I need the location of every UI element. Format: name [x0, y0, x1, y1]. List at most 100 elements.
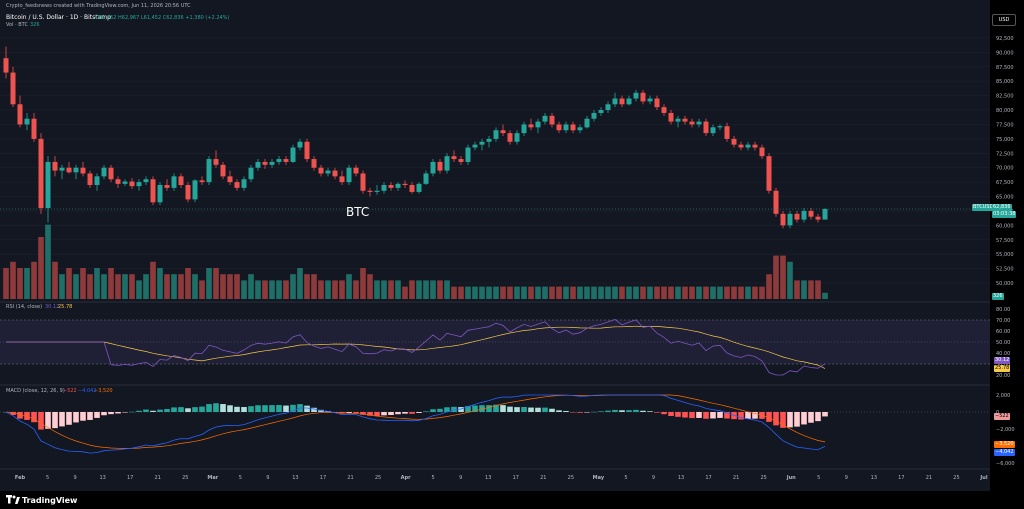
date-tick-label: 9: [73, 475, 76, 481]
candle-body: [591, 112, 597, 119]
macd-hist-bar: [465, 406, 471, 412]
volume-bar: [227, 274, 233, 299]
symbol-title[interactable]: Bitcoin / U.S. Dollar · 1D · Bitstamp: [6, 14, 111, 21]
date-tick-label: Mar: [207, 475, 218, 481]
volume-bar: [353, 280, 359, 299]
candle-body: [346, 167, 352, 183]
candle-body: [472, 144, 478, 148]
rsi-label[interactable]: RSI (14, close): [6, 304, 43, 310]
volume-bar: [199, 280, 205, 299]
macd-hist-bar: [395, 412, 401, 415]
candle-body: [458, 159, 464, 162]
volume-bar: [248, 274, 254, 299]
candle-body: [409, 185, 415, 192]
macd-label[interactable]: MACD (close, 12, 26, 9): [6, 388, 65, 394]
volume-label[interactable]: Vol · BTC: [6, 22, 28, 28]
chart-background: [0, 0, 990, 491]
macd-hist-bar: [66, 412, 72, 425]
macd-hist-bar: [647, 411, 653, 412]
candle-body: [213, 159, 219, 165]
candle-body: [451, 156, 457, 160]
volume-bar: [395, 280, 401, 299]
rsi-tick-label: 20.00: [996, 373, 1010, 379]
volume-bar: [787, 261, 793, 299]
candle-body: [199, 180, 205, 183]
date-tick-label: 25: [375, 475, 381, 481]
volume-bar: [535, 286, 541, 299]
candle-body: [745, 144, 751, 148]
candle-body: [423, 173, 429, 184]
macd-hist-bar: [738, 412, 744, 420]
macd-hist-bar: [374, 412, 380, 416]
candle-body: [675, 118, 681, 122]
tradingview-logo-icon[interactable]: [6, 495, 20, 504]
price-tick-label: 75,000: [996, 137, 1014, 143]
volume-bar: [185, 268, 191, 299]
volume-bar: [220, 274, 226, 299]
footer-brand[interactable]: TradingView: [22, 496, 78, 505]
macd-hist-bar: [745, 412, 751, 420]
candle-body: [682, 118, 688, 122]
date-tick-label: 13: [678, 475, 684, 481]
footer-bar: [0, 491, 1024, 509]
macd-hist-bar: [213, 403, 219, 412]
volume-bar: [724, 286, 730, 299]
macd-hist-bar: [381, 412, 387, 416]
volume-bar: [66, 268, 72, 299]
volume-bar: [549, 286, 555, 299]
volume-bar: [10, 261, 16, 299]
volume-bar: [339, 280, 345, 299]
volume-bar: [661, 286, 667, 299]
volume-bar: [360, 268, 366, 299]
macd-hist-bar: [402, 412, 408, 414]
volume-bar: [402, 286, 408, 299]
macd-hist-bar: [388, 412, 394, 416]
candles: [0, 46, 990, 229]
date-tick-label: 5: [46, 475, 49, 481]
candle-body: [311, 159, 317, 168]
macd-hist-legend: −522: [63, 388, 77, 394]
candle-body: [570, 124, 576, 131]
macd-tick-label: −6,000: [996, 461, 1015, 467]
macd-hist-bar: [416, 412, 422, 413]
date-tick-label: Jun: [786, 475, 796, 481]
volume-bar: [108, 268, 114, 299]
volume-bar: [766, 274, 772, 299]
currency-button[interactable]: USD: [992, 14, 1016, 26]
candle-body: [101, 167, 107, 177]
volume-bar: [717, 286, 723, 299]
macd-signal-badge: −3,520: [994, 441, 1015, 448]
volume-bar: [612, 286, 618, 299]
candle-body: [332, 170, 338, 177]
macd-hist-bar: [227, 405, 233, 412]
volume-bar: [773, 255, 779, 299]
axis-background: [990, 0, 1024, 491]
volume-bar: [206, 268, 212, 299]
macd-hist-bar: [304, 405, 310, 412]
date-tick-label: 21: [347, 475, 353, 481]
candle-body: [717, 126, 723, 128]
candle-body: [668, 112, 674, 122]
candle-body: [465, 147, 471, 162]
candle-body: [689, 121, 695, 125]
chart-annotation-btc[interactable]: BTC: [346, 205, 370, 219]
candle-body: [388, 185, 394, 188]
volume-bar: [409, 280, 415, 299]
volume-bar: [129, 274, 135, 299]
volume-bar: [318, 280, 324, 299]
candle-body: [731, 138, 737, 145]
macd-hist-bar: [87, 412, 93, 420]
candle-body: [402, 183, 408, 185]
rsi-tick-label: 50.00: [996, 340, 1010, 346]
volume-bar: [430, 280, 436, 299]
candle-body: [556, 124, 562, 131]
candle-body: [514, 133, 520, 142]
volume-bar: [654, 286, 660, 299]
volume-bar: [731, 286, 737, 299]
macd-hist-bar: [206, 404, 212, 412]
volume-bar: [472, 286, 478, 299]
volume-bar: [703, 286, 709, 299]
macd-hist-bar: [535, 407, 541, 412]
